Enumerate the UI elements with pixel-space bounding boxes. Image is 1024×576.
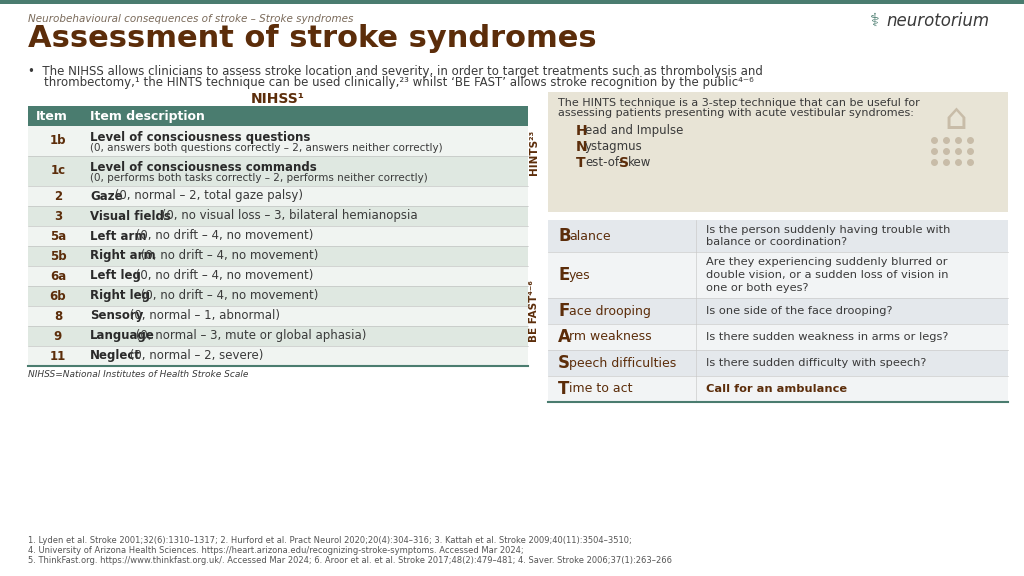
- Text: Right leg: Right leg: [90, 290, 150, 302]
- Text: neurotorium: neurotorium: [886, 12, 989, 30]
- Text: N: N: [575, 140, 588, 154]
- Bar: [28, 246, 528, 266]
- Text: Neurobehavioural consequences of stroke – Stroke syndromes: Neurobehavioural consequences of stroke …: [28, 14, 353, 24]
- Bar: [548, 92, 1008, 212]
- Text: Sensory: Sensory: [90, 309, 143, 323]
- Text: (0, no drift – 4, no movement): (0, no drift – 4, no movement): [137, 290, 318, 302]
- Bar: [28, 226, 528, 246]
- Text: (0, no drift – 4, no movement): (0, no drift – 4, no movement): [132, 229, 313, 242]
- Text: ystagmus: ystagmus: [585, 140, 643, 153]
- Bar: [28, 126, 528, 156]
- Text: alance: alance: [569, 229, 610, 242]
- Text: BE FAST⁴⁻⁶: BE FAST⁴⁻⁶: [529, 280, 539, 342]
- Text: Item: Item: [36, 110, 68, 123]
- Bar: [28, 106, 528, 126]
- Text: 1b: 1b: [50, 135, 67, 147]
- Bar: [28, 266, 528, 286]
- Text: kew: kew: [628, 156, 651, 169]
- Text: (0, no drift – 4, no movement): (0, no drift – 4, no movement): [137, 249, 318, 263]
- Bar: [28, 306, 528, 326]
- Text: 4. University of Arizona Health Sciences. https://heart.arizona.edu/recognizing-: 4. University of Arizona Health Sciences…: [28, 546, 523, 555]
- Text: Is there sudden weakness in arms or legs?: Is there sudden weakness in arms or legs…: [706, 332, 948, 342]
- Text: NIHSS¹: NIHSS¹: [251, 92, 305, 106]
- Bar: [28, 346, 528, 366]
- Text: HINTS²³: HINTS²³: [529, 130, 539, 175]
- Text: F: F: [558, 302, 569, 320]
- Text: 8: 8: [54, 309, 62, 323]
- Bar: [548, 324, 1008, 350]
- Text: 11: 11: [50, 350, 67, 362]
- Text: •  The NIHSS allows clinicians to assess stroke location and severity, in order : • The NIHSS allows clinicians to assess …: [28, 65, 763, 78]
- Text: (0, answers both questions correctly – 2, answers neither correctly): (0, answers both questions correctly – 2…: [90, 143, 442, 153]
- Text: The HINTS technique is a 3-step technique that can be useful for: The HINTS technique is a 3-step techniqu…: [558, 98, 920, 108]
- Text: Item description: Item description: [90, 110, 205, 123]
- Text: (0, normal – 1, abnormal): (0, normal – 1, abnormal): [126, 309, 281, 323]
- Text: (0, normal – 3, mute or global aphasia): (0, normal – 3, mute or global aphasia): [132, 329, 366, 343]
- Text: 6b: 6b: [50, 290, 67, 302]
- Text: T: T: [575, 156, 586, 170]
- Text: 5b: 5b: [50, 249, 67, 263]
- Text: ⚕: ⚕: [870, 12, 880, 30]
- Bar: [28, 186, 528, 206]
- Bar: [28, 326, 528, 346]
- Text: Level of consciousness commands: Level of consciousness commands: [90, 161, 316, 174]
- Text: (0, normal – 2, severe): (0, normal – 2, severe): [126, 350, 264, 362]
- Text: 6a: 6a: [50, 270, 67, 282]
- Bar: [28, 156, 528, 186]
- Text: 1. Lyden et al. Stroke 2001;32(6):1310–1317; 2. Hurford et al. Pract Neurol 2020: 1. Lyden et al. Stroke 2001;32(6):1310–1…: [28, 536, 632, 545]
- Text: S: S: [618, 156, 629, 170]
- Text: A: A: [558, 328, 570, 346]
- Text: 5a: 5a: [50, 229, 67, 242]
- Text: (0, performs both tasks correctly – 2, performs neither correctly): (0, performs both tasks correctly – 2, p…: [90, 173, 428, 183]
- Text: yes: yes: [569, 268, 591, 282]
- Text: Is there sudden difficulty with speech?: Is there sudden difficulty with speech?: [706, 358, 927, 368]
- Bar: [0, 0, 1024, 4]
- Text: Right arm: Right arm: [90, 249, 156, 263]
- Text: ace drooping: ace drooping: [569, 305, 651, 317]
- Text: ead and Impulse: ead and Impulse: [585, 124, 683, 137]
- Text: (0, no visual loss – 3, bilateral hemianopsia: (0, no visual loss – 3, bilateral hemian…: [158, 210, 417, 222]
- Text: Level of consciousness questions: Level of consciousness questions: [90, 131, 310, 144]
- Bar: [28, 206, 528, 226]
- Text: Visual fields: Visual fields: [90, 210, 171, 222]
- Bar: [548, 220, 1008, 252]
- Text: E: E: [558, 266, 569, 284]
- Text: (0, no drift – 4, no movement): (0, no drift – 4, no movement): [132, 270, 313, 282]
- Text: thrombectomy,¹ the HINTS technique can be used clinically,²³ whilst ‘BE FAST’ al: thrombectomy,¹ the HINTS technique can b…: [44, 76, 754, 89]
- Text: 9: 9: [54, 329, 62, 343]
- Text: est-of-: est-of-: [585, 156, 623, 169]
- Text: (0, normal – 2, total gaze palsy): (0, normal – 2, total gaze palsy): [111, 190, 303, 203]
- Bar: [548, 298, 1008, 324]
- Text: rm weakness: rm weakness: [569, 331, 651, 343]
- Text: ime to act: ime to act: [569, 382, 633, 396]
- Text: Is the person suddenly having trouble with
balance or coordination?: Is the person suddenly having trouble wi…: [706, 225, 950, 248]
- Text: Call for an ambulance: Call for an ambulance: [706, 384, 847, 394]
- Text: T: T: [558, 380, 569, 398]
- Bar: [548, 350, 1008, 376]
- Text: NIHSS=National Institutes of Health Stroke Scale: NIHSS=National Institutes of Health Stro…: [28, 370, 249, 379]
- Text: H: H: [575, 124, 588, 138]
- Text: Is one side of the face drooping?: Is one side of the face drooping?: [706, 306, 893, 316]
- Bar: [548, 252, 1008, 298]
- Text: 2: 2: [54, 190, 62, 203]
- Bar: [28, 286, 528, 306]
- Text: Left leg: Left leg: [90, 270, 141, 282]
- Text: Left arm: Left arm: [90, 229, 146, 242]
- Text: assessing patients presenting with acute vestibular syndromes:: assessing patients presenting with acute…: [558, 108, 913, 118]
- Text: 5. ThinkFast.org. https://www.thinkfast.org.uk/. Accessed Mar 2024; 6. Aroor et : 5. ThinkFast.org. https://www.thinkfast.…: [28, 556, 672, 565]
- Text: ⌂: ⌂: [944, 102, 968, 136]
- Text: Neglect: Neglect: [90, 350, 141, 362]
- Text: Language: Language: [90, 329, 155, 343]
- Text: B: B: [558, 227, 570, 245]
- Text: Are they experiencing suddenly blurred or
double vision, or a sudden loss of vis: Are they experiencing suddenly blurred o…: [706, 257, 948, 293]
- Text: Gaze: Gaze: [90, 190, 123, 203]
- Bar: [548, 376, 1008, 402]
- Text: peech difficulties: peech difficulties: [569, 357, 676, 369]
- Text: 1c: 1c: [50, 165, 66, 177]
- Text: Assessment of stroke syndromes: Assessment of stroke syndromes: [28, 24, 597, 53]
- Text: 3: 3: [54, 210, 62, 222]
- Text: S: S: [558, 354, 570, 372]
